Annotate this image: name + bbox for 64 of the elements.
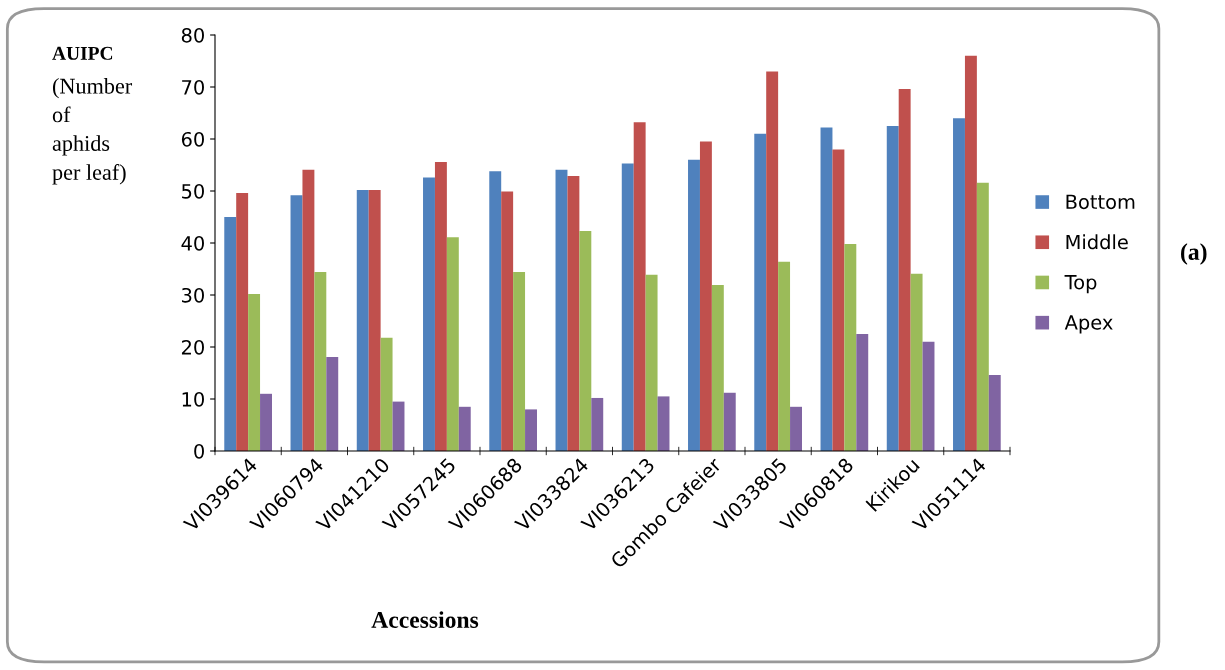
bar (591, 397, 604, 451)
bar (458, 406, 471, 451)
bar (988, 375, 1001, 451)
bar (423, 177, 435, 451)
bar (657, 396, 670, 451)
bar (290, 195, 303, 451)
bar (964, 55, 977, 451)
bar (621, 163, 634, 451)
bar (711, 285, 724, 451)
y-tick-label: 10 (182, 391, 204, 407)
bar (302, 169, 315, 451)
legend-label: Top (1064, 275, 1097, 294)
bar (699, 141, 712, 451)
bar (645, 274, 658, 451)
text: (a) (1181, 243, 1207, 265)
y-tick-label: 20 (181, 339, 204, 355)
bar (236, 193, 249, 451)
y-tick-label: 40 (181, 235, 204, 251)
bar (446, 237, 459, 451)
legend-label: Bottom (1066, 194, 1135, 210)
bar (910, 273, 923, 451)
bar (392, 401, 405, 451)
bar (356, 189, 369, 451)
y-tick-label: 30 (182, 287, 204, 303)
bar (766, 71, 779, 451)
y-axis-title: AUIPC (Number of aphids per leaf) (52, 46, 133, 185)
bar (434, 161, 447, 451)
legend-label: Apex (1064, 315, 1113, 334)
bar (886, 126, 899, 451)
bar (513, 272, 526, 451)
bar (525, 409, 537, 451)
bar (260, 393, 272, 451)
bar (248, 293, 261, 451)
bar (567, 175, 580, 451)
bar (688, 159, 700, 451)
y-tick-label: 60 (181, 131, 204, 147)
y-tick-label: 80 (181, 27, 204, 43)
bar (953, 118, 965, 451)
bar (976, 182, 989, 451)
bar (368, 189, 381, 451)
bar (790, 406, 802, 451)
bar (501, 191, 514, 451)
bar (489, 171, 502, 451)
y-tick-label: 70 (182, 79, 204, 95)
bar (224, 217, 237, 451)
bar (555, 169, 568, 451)
bar (898, 89, 911, 451)
bar (820, 127, 833, 451)
bar (754, 133, 767, 451)
bar (380, 337, 393, 451)
legend-label: Middle (1066, 234, 1128, 250)
bar (844, 244, 857, 451)
bar (314, 272, 327, 451)
bar (832, 149, 845, 451)
bar (326, 356, 339, 451)
bar (922, 341, 935, 451)
bar (856, 334, 869, 451)
bar (778, 261, 791, 451)
y-tick-label: 50 (182, 183, 204, 199)
bar (723, 392, 736, 451)
bar (579, 231, 592, 451)
y-tick-label: 0 (194, 443, 204, 459)
x-axis-title: Accessions (371, 611, 479, 628)
bar (633, 122, 646, 451)
